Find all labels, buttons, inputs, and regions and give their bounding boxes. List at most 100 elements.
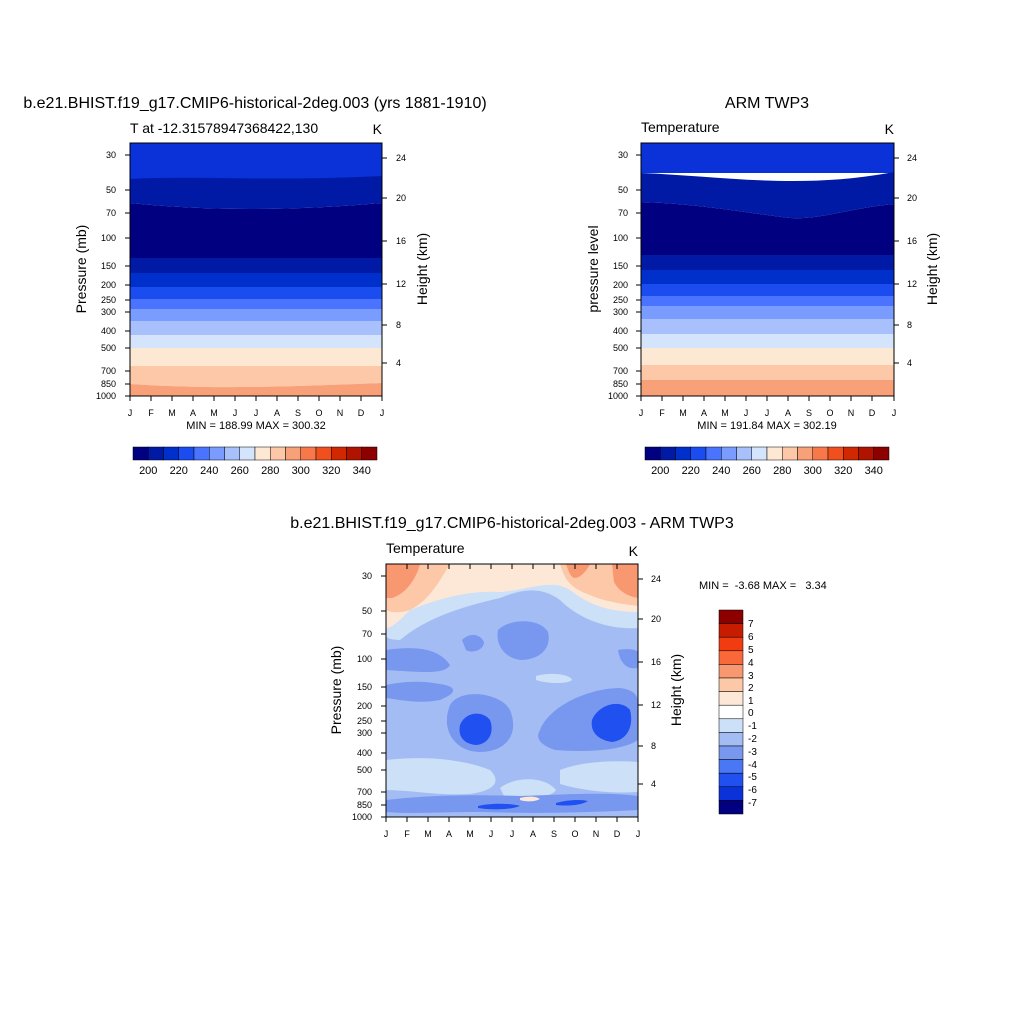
height-axis-label: Height (km) [924, 233, 940, 305]
x-tick-label: S [806, 408, 812, 418]
y-tick-label: 30 [362, 571, 372, 581]
colorbar-box [766, 446, 783, 461]
colorbar-label: -1 [748, 721, 757, 732]
x-tick-label: S [295, 408, 301, 418]
contour-band [130, 348, 382, 366]
panel-1-units-label: K [373, 121, 383, 137]
contour-band [459, 713, 492, 745]
colorbar-label: 200 [139, 465, 157, 477]
panel-1: b.e21.BHIST.f19_g17.CMIP6-historical-2de… [23, 95, 486, 477]
colorbar-box [718, 636, 744, 652]
colorbar-label: 220 [682, 465, 700, 477]
colorbar-label: 0 [748, 708, 754, 719]
colorbar-box [718, 786, 744, 801]
colorbar-box [705, 446, 722, 461]
colorbar-label: 2 [748, 683, 754, 694]
contour-band [641, 255, 894, 270]
x-tick-label: A [530, 829, 536, 839]
x-tick-label: M [210, 408, 218, 418]
colorbar-box [718, 800, 744, 815]
x-tick-label: S [551, 829, 557, 839]
y-tick-label: 200 [357, 701, 372, 711]
y-tick-label: 300 [613, 307, 628, 317]
contour-band [130, 335, 382, 348]
panel-3-right-axis: 24 20 16 12 8 4 Height (km) [638, 574, 684, 789]
x-tick-label: N [593, 829, 600, 839]
panel-1-title: b.e21.BHIST.f19_g17.CMIP6-historical-2de… [23, 95, 486, 112]
colorbar-box [718, 704, 744, 720]
x-tick-label: J [384, 829, 389, 839]
colorbar-label: 6 [748, 632, 754, 643]
colorbar-box [675, 446, 691, 461]
colorbar-label: 3 [748, 671, 754, 682]
contour-band [641, 270, 894, 284]
colorbar-box [843, 446, 859, 461]
y-tick-label: 150 [101, 261, 116, 271]
y-tick-label: 500 [357, 765, 372, 775]
colorbar-box [718, 677, 744, 692]
colorbar-box [331, 446, 347, 461]
panel-3-units-label: K [629, 543, 639, 559]
colorbar-box [718, 623, 744, 638]
colorbar-box [254, 446, 271, 461]
contour-band [386, 648, 450, 673]
x-tick-label: O [826, 408, 833, 418]
contour-band [130, 309, 382, 321]
contour-band [641, 143, 894, 173]
contour-band [130, 287, 382, 299]
y-tick-label: 70 [618, 208, 628, 218]
height-tick-label: 12 [651, 700, 661, 710]
height-tick-label: 24 [907, 153, 917, 163]
colorbar-label: 280 [773, 465, 791, 477]
panel-1-left-axis: 30 50 70 100 150 200 250 300 400 500 700… [73, 150, 116, 401]
x-tick-label: N [337, 408, 344, 418]
height-tick-label: 24 [396, 153, 406, 163]
y-tick-label: 250 [613, 295, 628, 305]
colorbar-box [718, 745, 744, 760]
colorbar-box [736, 446, 752, 461]
panel-1-x-axis: J F M A M J J A S O N D J [128, 396, 384, 418]
height-axis-label: Height (km) [414, 233, 430, 305]
colorbar-box [718, 732, 744, 747]
y-tick-label: 700 [357, 787, 372, 797]
colorbar-box [718, 718, 744, 733]
x-tick-label: O [571, 829, 578, 839]
colorbar-box [782, 446, 798, 461]
colorbar-box [718, 609, 744, 624]
colorbar-box [721, 446, 737, 461]
contour-band [130, 366, 382, 388]
height-tick-label: 24 [651, 574, 661, 584]
y-tick-label: 250 [101, 295, 116, 305]
y-tick-label: 500 [613, 343, 628, 353]
y-axis-label: Pressure (mb) [328, 646, 344, 735]
contour-band [130, 273, 382, 287]
colorbar-box [209, 446, 225, 461]
y-tick-label: 70 [362, 629, 372, 639]
height-tick-label: 16 [907, 236, 917, 246]
contour-band [130, 176, 382, 210]
colorbar-box [346, 446, 362, 461]
colorbar-box [858, 446, 874, 461]
x-tick-label: M [679, 408, 687, 418]
x-tick-label: J [233, 408, 238, 418]
colorbar-label: 260 [743, 465, 761, 477]
height-tick-label: 8 [907, 320, 912, 330]
panel-3-left-label: Temperature [386, 540, 465, 556]
height-tick-label: 16 [651, 657, 661, 667]
contour-band [497, 621, 549, 660]
height-tick-label: 16 [396, 236, 406, 246]
y-tick-label: 700 [101, 366, 116, 376]
colorbar-label: 200 [651, 465, 669, 477]
contour-band [566, 564, 590, 578]
contour-band [536, 673, 572, 683]
colorbar-box [718, 650, 744, 665]
contour-band [641, 334, 894, 348]
y-tick-label: 30 [618, 150, 628, 160]
colorbar-label: 240 [712, 465, 730, 477]
y-tick-label: 400 [357, 748, 372, 758]
panel-1-contour-field [129, 142, 383, 397]
contour-band [591, 703, 632, 742]
contour-band [641, 306, 894, 319]
colorbar-label: -3 [748, 747, 757, 758]
colorbar-label: 1 [748, 696, 754, 707]
